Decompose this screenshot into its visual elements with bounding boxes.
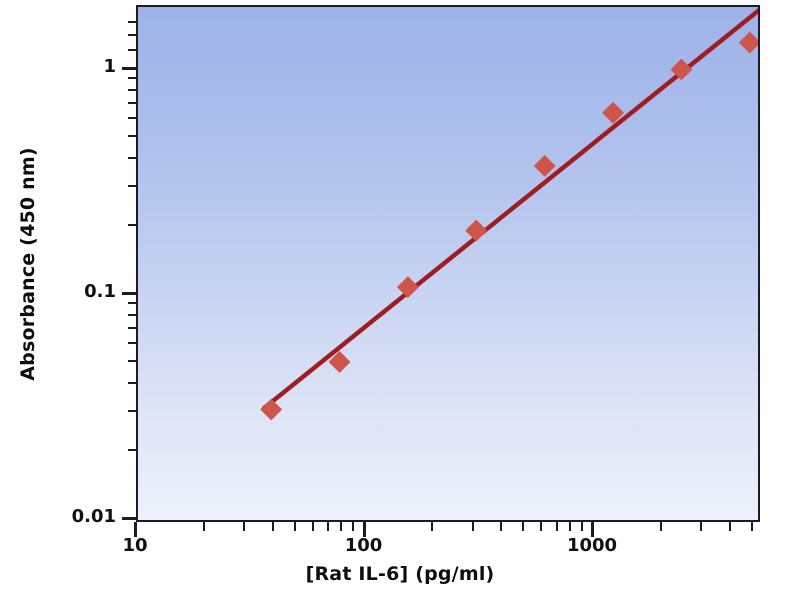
x-axis-minor-tick	[293, 522, 296, 531]
y-axis-title-container: Absorbance (450 nm)	[0, 0, 56, 527]
y-axis-minor-tick	[128, 116, 137, 119]
x-axis-minor-tick	[271, 522, 274, 531]
y-axis-tick-label: 0.1	[84, 281, 116, 302]
x-axis-tick-label: 10	[122, 535, 148, 556]
x-axis-minor-tick	[311, 522, 314, 531]
x-axis-minor-tick	[522, 522, 525, 531]
y-axis-minor-tick	[128, 302, 137, 305]
y-axis-minor-tick	[128, 21, 137, 24]
y-axis-major-tick	[122, 67, 137, 70]
y-axis-minor-tick	[128, 77, 137, 80]
y-axis-minor-tick	[128, 313, 137, 316]
x-axis-tick-label: 100	[344, 535, 383, 556]
x-axis-minor-tick	[431, 522, 434, 531]
y-axis-minor-tick	[128, 101, 137, 104]
x-axis-minor-tick	[202, 522, 205, 531]
x-axis-minor-tick	[352, 522, 355, 531]
x-axis-minor-tick	[327, 522, 330, 531]
data-point-marker	[260, 398, 283, 421]
y-axis-minor-tick	[128, 34, 137, 37]
x-axis-minor-tick	[471, 522, 474, 531]
y-axis-minor-tick	[128, 224, 137, 227]
data-point-marker	[328, 351, 351, 373]
x-axis-minor-tick	[243, 522, 246, 531]
y-axis-minor-tick	[128, 326, 137, 329]
x-axis-minor-tick	[580, 522, 583, 531]
x-axis-major-tick	[134, 522, 137, 537]
x-axis-major-tick	[362, 522, 366, 537]
y-axis-minor-tick	[128, 359, 137, 362]
y-axis-title: Absorbance (450 nm)	[17, 146, 39, 381]
data-point-marker	[396, 276, 419, 299]
x-axis-minor-tick	[659, 522, 662, 531]
x-axis-minor-tick	[340, 522, 343, 531]
plot-area	[136, 5, 760, 522]
y-axis-minor-tick	[128, 156, 137, 159]
x-axis-major-tick	[591, 522, 594, 537]
y-axis-minor-tick	[128, 409, 137, 412]
y-axis-major-tick	[122, 517, 137, 520]
y-axis-minor-tick	[128, 341, 137, 344]
y-axis-minor-tick	[128, 134, 137, 137]
x-axis-minor-tick	[540, 522, 543, 531]
plot-canvas	[260, 8, 758, 421]
data-point-marker	[465, 219, 488, 242]
y-axis-major-tick	[122, 292, 137, 295]
y-axis-minor-tick	[128, 449, 137, 452]
y-axis-minor-tick	[128, 381, 137, 384]
x-axis-title: [Rat IL-6] (pg/ml)	[305, 563, 495, 585]
x-axis-minor-tick	[700, 522, 703, 531]
data-point-marker	[670, 58, 693, 81]
x-axis-minor-tick	[500, 522, 503, 531]
data-point-marker	[738, 31, 758, 54]
x-axis-minor-tick	[728, 522, 731, 531]
x-axis-minor-tick	[750, 522, 753, 531]
x-axis-tick-label: 1000	[566, 535, 618, 556]
x-axis-minor-tick	[568, 522, 571, 531]
y-axis-minor-tick	[128, 49, 137, 52]
y-axis-minor-tick	[128, 184, 137, 187]
y-axis-tick-label: 1	[103, 56, 116, 77]
x-axis-minor-tick	[555, 522, 558, 531]
y-axis-tick-label: 0.01	[71, 506, 116, 527]
y-axis-minor-tick	[128, 88, 137, 91]
data-series-group	[260, 8, 758, 421]
